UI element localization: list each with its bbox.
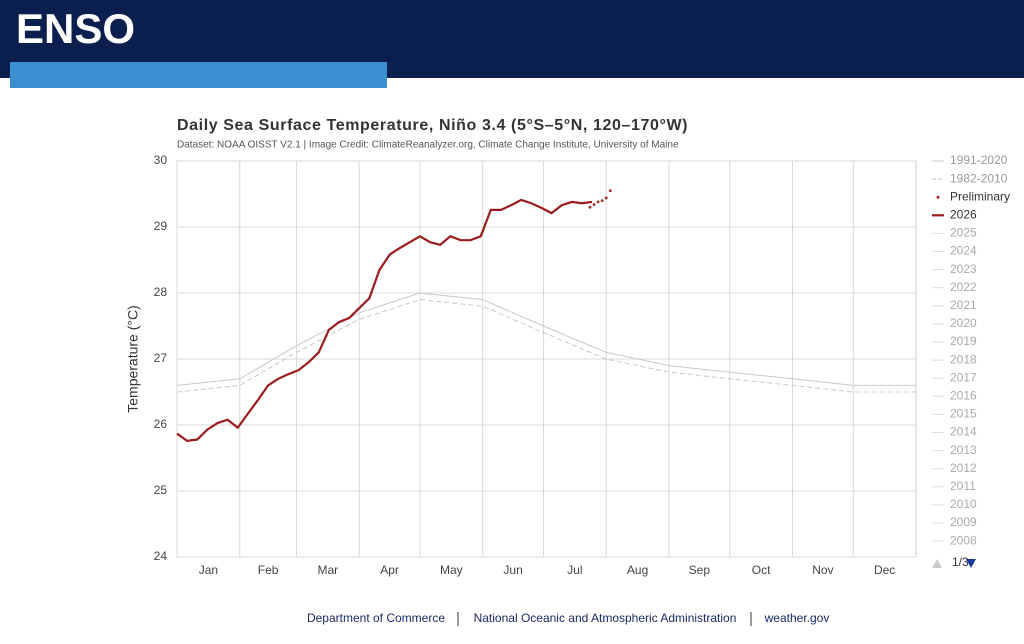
- chart-subtitle: Dataset: NOAA OISST V2.1 | Image Credit:…: [177, 140, 679, 151]
- footer-link[interactable]: Department of Commerce: [307, 611, 445, 625]
- x-tick-label: Aug: [627, 563, 648, 577]
- legend-label: 2019: [950, 334, 977, 348]
- legend-label: 2026: [950, 207, 977, 221]
- y-axis-label: Temperature (°C): [125, 305, 141, 413]
- y-tick-label: 25: [154, 483, 168, 497]
- legend-label: 2017: [950, 370, 977, 384]
- footer: Department of Commerce National Oceanic a…: [307, 611, 829, 625]
- y-tick-label: 24: [154, 549, 168, 563]
- x-tick-label: Dec: [874, 563, 895, 577]
- legend-prev[interactable]: [932, 559, 942, 568]
- slide-title: ENSO: [16, 5, 135, 52]
- x-tick-label: Feb: [258, 563, 279, 577]
- legend-label: 2015: [950, 407, 977, 421]
- chart-title: Daily Sea Surface Temperature, Niño 3.4 …: [177, 117, 688, 134]
- x-tick-label: May: [440, 563, 463, 577]
- preliminary-point: [604, 196, 608, 200]
- header-accent: [10, 62, 387, 88]
- series-line: [176, 292, 916, 386]
- y-tick-label: 28: [154, 285, 168, 299]
- x-tick-label: Oct: [752, 563, 771, 577]
- legend-label: 2021: [950, 298, 977, 312]
- legend-label: 2025: [950, 226, 977, 240]
- legend-label: 2023: [950, 262, 977, 276]
- legend-label: 2018: [950, 352, 977, 366]
- y-tick-label: 27: [154, 351, 168, 365]
- x-tick-label: Mar: [318, 563, 339, 577]
- legend-label: 2014: [950, 425, 977, 439]
- legend-label: 1982-2010: [950, 171, 1008, 185]
- legend-symbol: [936, 195, 940, 199]
- legend-label: 2024: [950, 244, 977, 258]
- legend-label: 2012: [950, 461, 977, 475]
- legend-label: 1991-2020: [950, 153, 1008, 167]
- y-tick-label: 29: [154, 219, 168, 233]
- legend-label: 2020: [950, 316, 977, 330]
- x-tick-label: Sep: [689, 563, 711, 577]
- legend-label: 2008: [950, 533, 977, 547]
- x-tick-label: Jan: [199, 563, 218, 577]
- legend-label: 2013: [950, 443, 977, 457]
- x-tick-label: Nov: [812, 563, 833, 577]
- y-tick-label: 30: [154, 153, 168, 167]
- footer-link[interactable]: weather.gov: [764, 611, 830, 625]
- legend-label: 2022: [950, 280, 977, 294]
- preliminary-point: [608, 189, 612, 193]
- legend-label: 2010: [950, 497, 977, 511]
- legend-page: 1/3: [952, 555, 969, 569]
- series-line: [176, 299, 916, 393]
- x-tick-label: Jul: [567, 563, 582, 577]
- legend-label: 2016: [950, 388, 977, 402]
- x-tick-label: Apr: [380, 563, 399, 577]
- preliminary-point: [588, 205, 592, 209]
- legend-label: 2009: [950, 515, 977, 529]
- legend-next[interactable]: [966, 559, 976, 568]
- legend-label: 2011: [950, 479, 976, 493]
- y-tick-label: 26: [154, 417, 168, 431]
- x-tick-label: Jun: [503, 563, 522, 577]
- legend-label: Preliminary: [950, 189, 1010, 203]
- footer-link[interactable]: National Oceanic and Atmospheric Adminis…: [474, 611, 737, 625]
- preliminary-point: [596, 200, 600, 204]
- preliminary-point: [600, 199, 604, 203]
- series-line: [176, 198, 593, 442]
- preliminary-point: [592, 203, 596, 206]
